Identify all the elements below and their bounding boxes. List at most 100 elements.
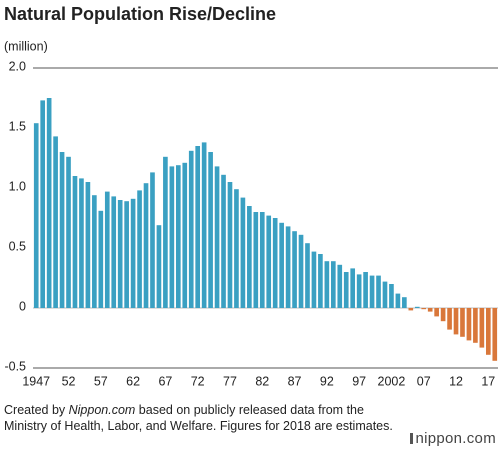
bar [130,198,136,308]
bar [369,275,375,308]
bar [201,142,207,308]
y-tick-label: 0 [19,299,26,313]
bar [182,162,188,308]
bar [473,308,478,343]
bar [169,166,175,308]
bar [221,174,226,308]
bar [402,297,407,308]
bar [311,251,317,308]
y-tick-label: 1.5 [9,119,26,133]
source-suffix: based on publicly released data from the… [4,403,393,433]
bar [389,284,394,308]
bar [72,176,78,308]
bar [479,308,485,348]
bar [156,225,162,308]
x-tick-label: 92 [320,374,334,388]
bar [350,268,356,308]
bar [66,156,71,308]
x-tick-label: 77 [223,374,237,388]
bar [440,308,446,322]
bar [214,166,220,308]
y-tick-label: -0.5 [4,359,26,373]
bar [195,146,201,308]
bar [234,189,239,308]
bar [240,197,246,308]
chart: Natural Population Rise/Decline (million… [4,4,498,388]
bar [188,150,194,308]
bar [33,123,39,308]
bar [330,261,336,308]
y-tick-label: 0.5 [9,239,26,253]
x-tick-label: 52 [62,374,76,388]
bar [421,308,427,310]
bar [408,308,414,311]
bar [40,100,46,309]
bar [356,274,362,308]
x-tick-label: 2002 [378,374,406,388]
bar [259,212,265,308]
bar [104,191,110,308]
bar [79,178,84,308]
bar [343,272,349,308]
bar [117,200,123,308]
bar [447,308,452,330]
bar [163,156,168,308]
bar [395,293,401,308]
bar [59,152,65,308]
bar [208,152,213,308]
bar [98,210,104,308]
bar [460,308,465,337]
logo-icon [410,433,414,444]
y-tick-label: 1.0 [9,179,26,193]
x-tick-label: 17 [481,374,495,388]
bar [124,201,129,308]
x-tick-label: 82 [255,374,269,388]
bar [175,165,181,308]
bar [434,308,439,317]
bar [272,218,278,308]
bar [324,261,330,308]
bar [485,308,491,355]
bar [298,234,304,308]
bar [292,231,297,308]
bar [279,222,284,308]
bar [466,308,472,341]
bar [266,215,272,308]
bar [53,136,58,308]
bar [143,183,149,308]
bar [92,195,97,308]
x-tick-label: 87 [288,374,302,388]
x-tick-label: 72 [191,374,205,388]
bar [337,264,343,308]
bar [227,182,233,308]
x-tick-label: 97 [352,374,366,388]
bar [150,172,155,308]
x-tick-label: 12 [449,374,463,388]
y-tick-label: 2.0 [9,59,26,73]
bar [318,254,323,308]
source-prefix: Created by [4,403,69,417]
x-tick-label: 57 [94,374,108,388]
bar [382,281,388,308]
bar [427,308,433,312]
bar [453,308,459,335]
source-note: Created by Nippon.com based on publicly … [4,402,404,434]
bar [46,98,52,308]
bar [247,206,252,308]
bar [137,190,142,308]
bar [285,226,291,308]
chart-title: Natural Population Rise/Decline [4,4,276,24]
x-tick-label: 62 [126,374,140,388]
x-tick-label: 07 [417,374,431,388]
bar [414,306,420,308]
x-tick-label: 67 [158,374,172,388]
x-tick-label: 1947 [22,374,50,388]
bar [253,212,259,308]
logo: nippon.com [410,430,496,447]
logo-text: nippon.com [415,430,496,447]
bar [305,243,310,308]
bar [111,196,117,308]
bar [363,272,368,308]
y-unit: (million) [4,39,48,53]
